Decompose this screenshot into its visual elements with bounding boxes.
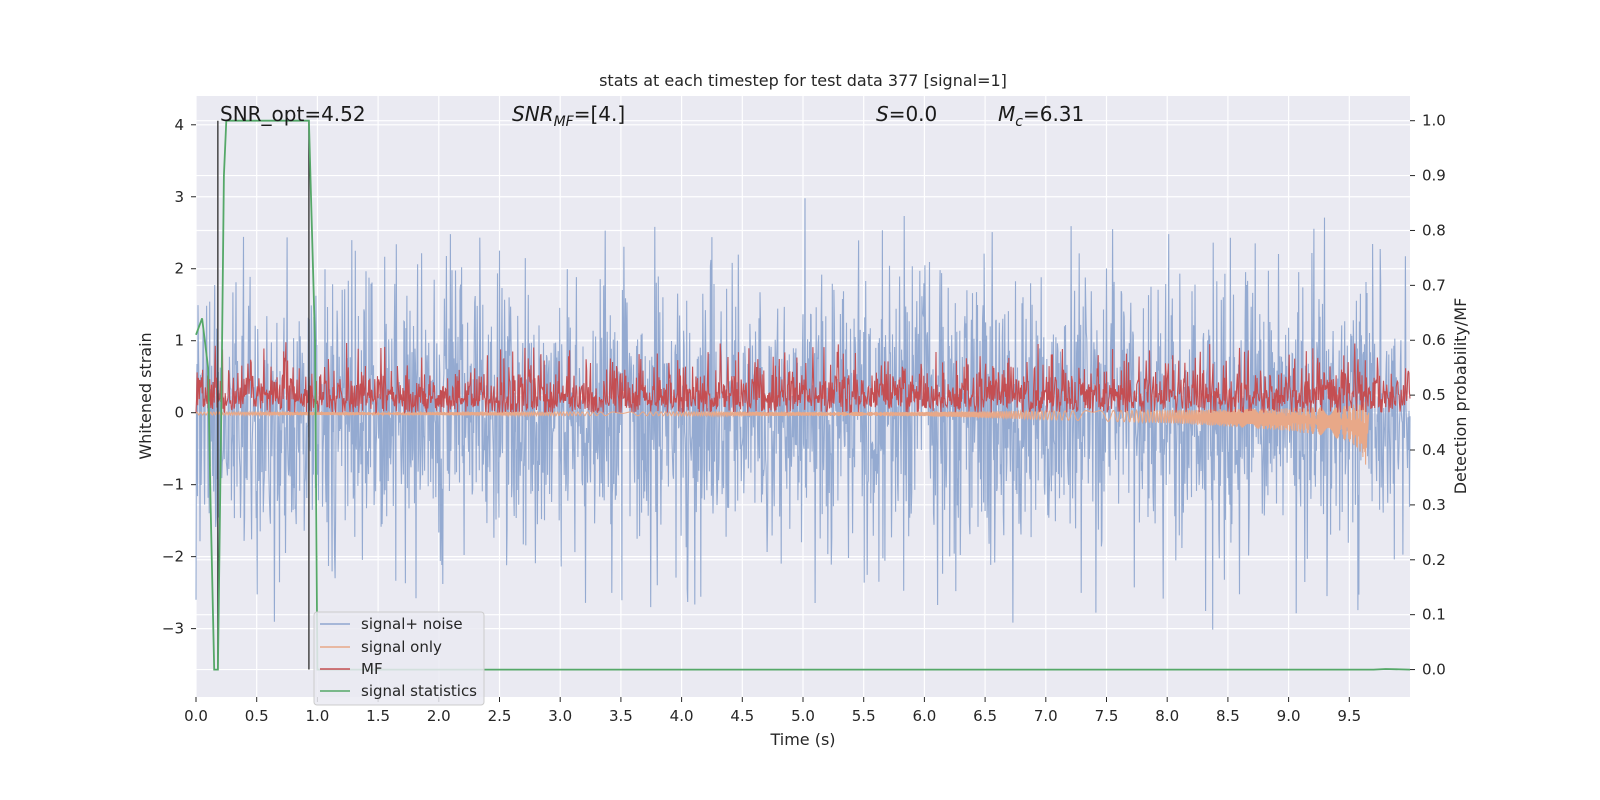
chart-title: stats at each timestep for test data 377… [599, 71, 1007, 90]
x-tick-label-11: 5.5 [852, 707, 876, 725]
y-left-tick-label-7: 4 [174, 116, 184, 134]
legend: signal+ noise signal only MF signal stat… [313, 611, 485, 706]
legend-box [313, 611, 485, 706]
x-tick-label-19: 9.5 [1337, 707, 1361, 725]
x-tick-label-6: 3.0 [548, 707, 572, 725]
annotations: SNR_opt=4.52 SNRMF=[4.] S=0.0 Mc=6.31 [220, 102, 1084, 130]
legend-label-signal-only: signal only [361, 638, 442, 656]
marker-lines [217, 120, 310, 670]
x-axis-ticks: 0.0 0.5 1.0 1.5 2.0 2.5 3.0 3.5 4.0 4.5 5.0 5.5 6.0 6… [184, 697, 1361, 725]
y-right-tick-label-9: 0.9 [1422, 167, 1446, 185]
y-right-tick-label-5: 0.5 [1422, 386, 1446, 404]
x-tick-label-15: 7.5 [1095, 707, 1119, 725]
y-right-tick-label-2: 0.2 [1422, 551, 1446, 569]
x-tick-label-9: 4.5 [730, 707, 754, 725]
y-left-tick-label-3: 0 [174, 404, 184, 422]
x-tick-label-8: 4.0 [670, 707, 694, 725]
y-axis-left-ticks: −3 −2 −1 0 1 2 3 4 [162, 116, 196, 638]
y-right-tick-label-6: 0.6 [1422, 331, 1446, 349]
x-tick-label-0: 0.0 [184, 707, 208, 725]
y-left-tick-label-2: −1 [162, 476, 184, 494]
x-tick-label-17: 8.5 [1216, 707, 1240, 725]
series-signal-plus-noise [195, 198, 1411, 630]
y-axis-left-label: Whitened strain [136, 332, 155, 459]
y-left-tick-label-4: 1 [174, 332, 184, 350]
y-left-tick-label-5: 2 [174, 260, 184, 278]
x-tick-label-4: 2.0 [427, 707, 451, 725]
y-right-tick-label-1: 0.1 [1422, 606, 1446, 624]
x-tick-label-14: 7.0 [1034, 707, 1058, 725]
y-axis-right-ticks: 0.0 0.1 0.2 0.3 0.4 0.5 0.6 0.7 0.8 0.9 1.0 [1410, 112, 1446, 679]
annotation-s: S=0.0 [876, 102, 937, 126]
x-tick-label-5: 2.5 [488, 707, 512, 725]
annotation-snr-mf: SNRMF=[4.] [512, 102, 625, 130]
annotation-snr-opt: SNR_opt=4.52 [220, 102, 366, 126]
signal-only-line [195, 401, 1370, 465]
y-right-tick-label-10: 1.0 [1422, 112, 1446, 130]
x-tick-label-1: 0.5 [245, 707, 269, 725]
y-axis-right-label: Detection probability/MF [1451, 298, 1470, 495]
y-left-tick-label-0: −3 [162, 620, 184, 638]
x-tick-label-13: 6.5 [973, 707, 997, 725]
x-tick-label-7: 3.5 [609, 707, 633, 725]
x-tick-label-16: 8.0 [1155, 707, 1179, 725]
y-right-tick-label-7: 0.7 [1422, 276, 1446, 294]
y-left-tick-label-1: −2 [162, 548, 184, 566]
y-right-tick-label-8: 0.8 [1422, 221, 1446, 239]
legend-label-mf: MF [361, 660, 383, 678]
x-axis-label: Time (s) [769, 730, 835, 749]
series-signal-only [195, 401, 1370, 465]
series-mf [195, 342, 1411, 415]
mf-line [195, 342, 1411, 415]
annotation-mc: Mc=6.31 [998, 102, 1084, 130]
legend-label-signal-statistics: signal statistics [361, 682, 477, 700]
x-tick-label-10: 5.0 [791, 707, 815, 725]
x-tick-label-18: 9.0 [1277, 707, 1301, 725]
x-tick-label-12: 6.0 [912, 707, 936, 725]
x-tick-label-3: 1.5 [366, 707, 390, 725]
y-right-tick-label-4: 0.4 [1422, 441, 1446, 459]
legend-label-signal-plus-noise: signal+ noise [361, 615, 463, 633]
signal-plus-noise-line [195, 198, 1411, 630]
y-right-tick-label-3: 0.3 [1422, 496, 1446, 514]
y-left-tick-label-6: 3 [174, 188, 184, 206]
x-tick-label-2: 1.0 [305, 707, 329, 725]
y-right-tick-label-0: 0.0 [1422, 661, 1446, 679]
